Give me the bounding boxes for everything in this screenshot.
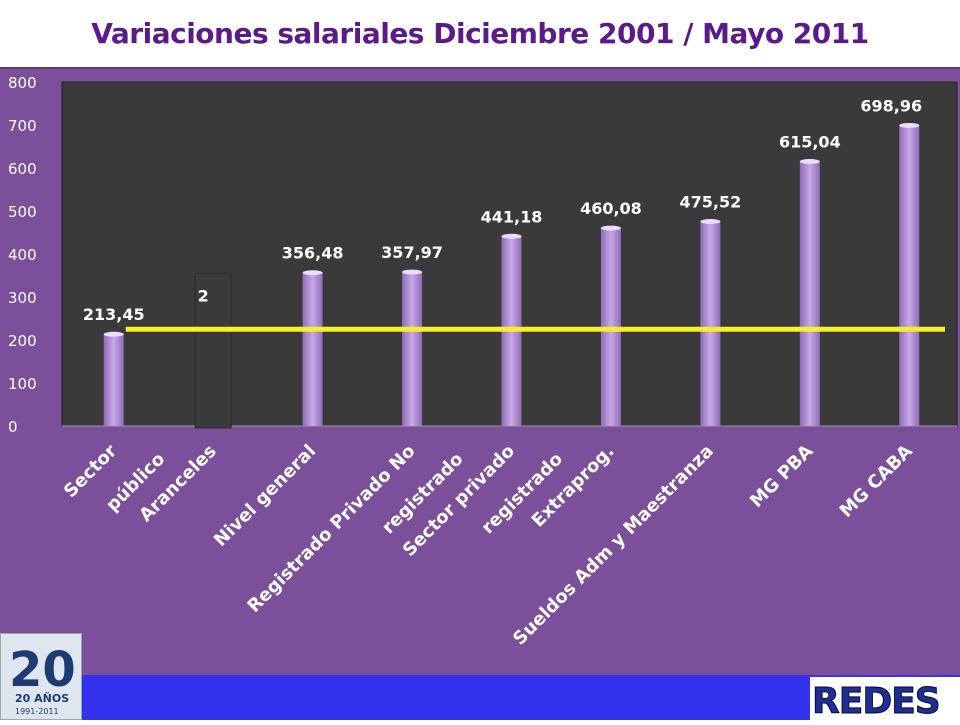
y-tick-label: 0 — [8, 418, 18, 436]
y-tick-label: 700 — [8, 117, 37, 135]
bar — [799, 161, 820, 426]
bar — [899, 125, 920, 426]
data-label: 357,97 — [381, 243, 443, 262]
data-label: 213,45 — [83, 305, 145, 324]
bar — [103, 334, 124, 426]
brand-text: REDES — [812, 681, 940, 720]
y-tick-label: 400 — [8, 246, 37, 264]
bar-top — [501, 233, 522, 239]
data-label: 698,96 — [860, 96, 922, 115]
occluding-block — [194, 272, 232, 429]
bar — [700, 221, 721, 426]
bar-top — [799, 159, 820, 165]
anniversary-years: 1991-2011 — [15, 707, 59, 716]
title-bar: Variaciones salariales Diciembre 2001 / … — [0, 0, 960, 67]
bar-top — [302, 270, 323, 276]
bar — [302, 272, 323, 426]
page-title: Variaciones salariales Diciembre 2001 / … — [91, 17, 869, 50]
bar-top — [402, 269, 423, 275]
data-label: 460,08 — [580, 199, 642, 218]
data-label: 615,04 — [779, 133, 841, 152]
data-label: 441,18 — [481, 207, 543, 226]
anniversary-text: 20 AÑOS — [15, 692, 69, 705]
y-tick-label: 100 — [8, 375, 37, 393]
redes-logo: REDES — [810, 677, 960, 723]
bottom-bar — [0, 675, 960, 720]
data-label: 475,52 — [680, 193, 742, 212]
y-tick-label: 800 — [8, 74, 37, 92]
bar-top — [600, 225, 621, 231]
category-label: Nivel general — [210, 441, 320, 551]
svg-text:20: 20 — [9, 642, 76, 698]
y-tick-label: 500 — [8, 203, 37, 221]
y-tick-label: 200 — [8, 332, 37, 350]
bar-top — [103, 331, 124, 337]
category-label: MG PBA — [746, 441, 817, 512]
bar-top — [899, 122, 920, 128]
data-label: 356,48 — [282, 244, 344, 263]
20-anos-logo: 20 20 AÑOS 1991-2011 — [0, 633, 82, 720]
bar — [402, 272, 423, 426]
category-label: MG CABA — [836, 441, 917, 522]
bar-top — [700, 219, 721, 225]
data-label: 2 — [198, 286, 209, 305]
y-tick-label: 300 — [8, 289, 37, 307]
y-tick-label: 600 — [8, 160, 37, 178]
